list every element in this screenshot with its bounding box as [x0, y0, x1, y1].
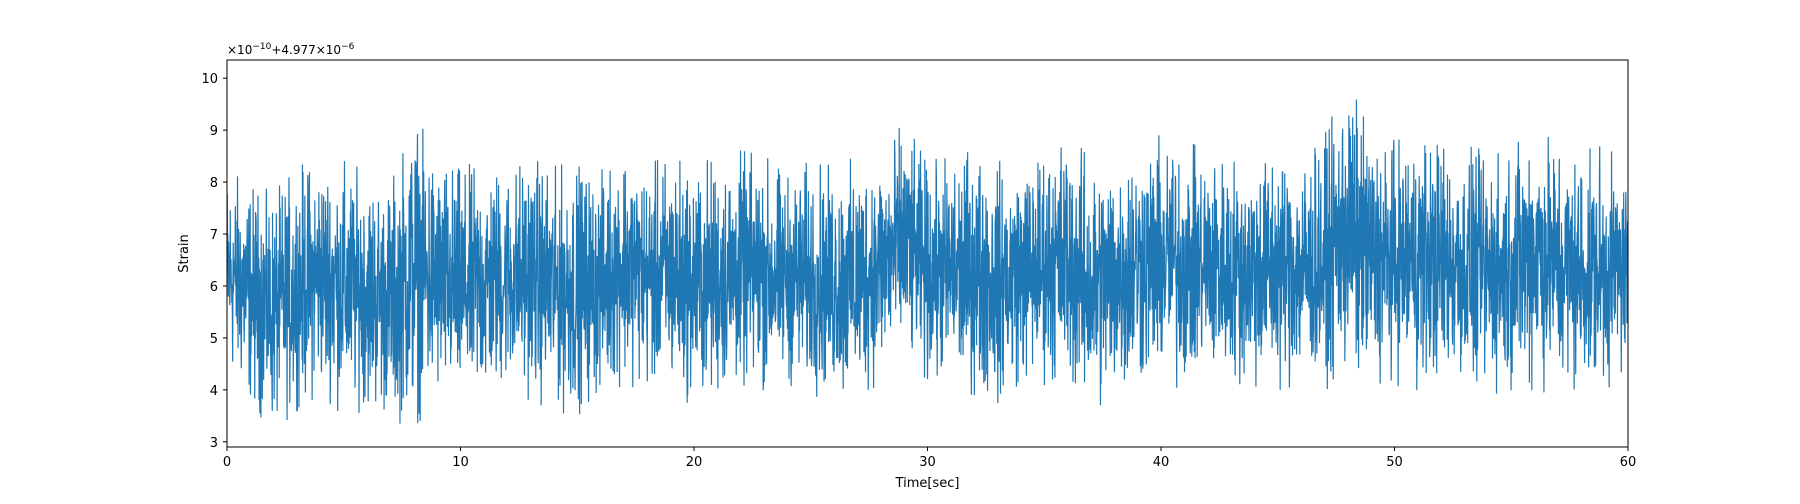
- offset-exp: −6: [341, 42, 355, 52]
- y-tick-label: 6: [210, 280, 218, 295]
- axis-offset-text: ×10−10+4.977×10−6: [227, 42, 355, 57]
- series-line-0: [226, 99, 1629, 424]
- y-tick-label: 4: [210, 384, 218, 399]
- y-tick-label: 7: [210, 228, 218, 243]
- x-tick-label: 50: [1386, 455, 1403, 470]
- x-tick-label: 40: [1153, 455, 1170, 470]
- offset-base: +4.977×10: [271, 43, 341, 57]
- y-tick-label: 5: [210, 332, 218, 347]
- x-tick-label: 60: [1620, 455, 1637, 470]
- x-axis: 0 10 20 30 40 50 60: [223, 447, 1636, 470]
- offset-factor-exp: −10: [252, 42, 271, 52]
- x-tick-label: 30: [919, 455, 936, 470]
- x-tick-label: 20: [686, 455, 703, 470]
- y-axis-label: Strain: [177, 234, 192, 273]
- y-tick-label: 10: [201, 72, 218, 87]
- offset-factor-base: ×10: [227, 43, 252, 57]
- y-axis: 3 4 5 6 7 8 9 10: [201, 72, 227, 451]
- series-strain: [226, 99, 1629, 424]
- y-tick-label: 3: [210, 436, 218, 451]
- x-tick-label: 10: [452, 455, 469, 470]
- y-tick-label: 8: [210, 176, 218, 191]
- x-tick-label: 0: [223, 455, 231, 470]
- y-tick-label: 9: [210, 124, 218, 139]
- x-axis-label: Time[sec]: [895, 476, 960, 491]
